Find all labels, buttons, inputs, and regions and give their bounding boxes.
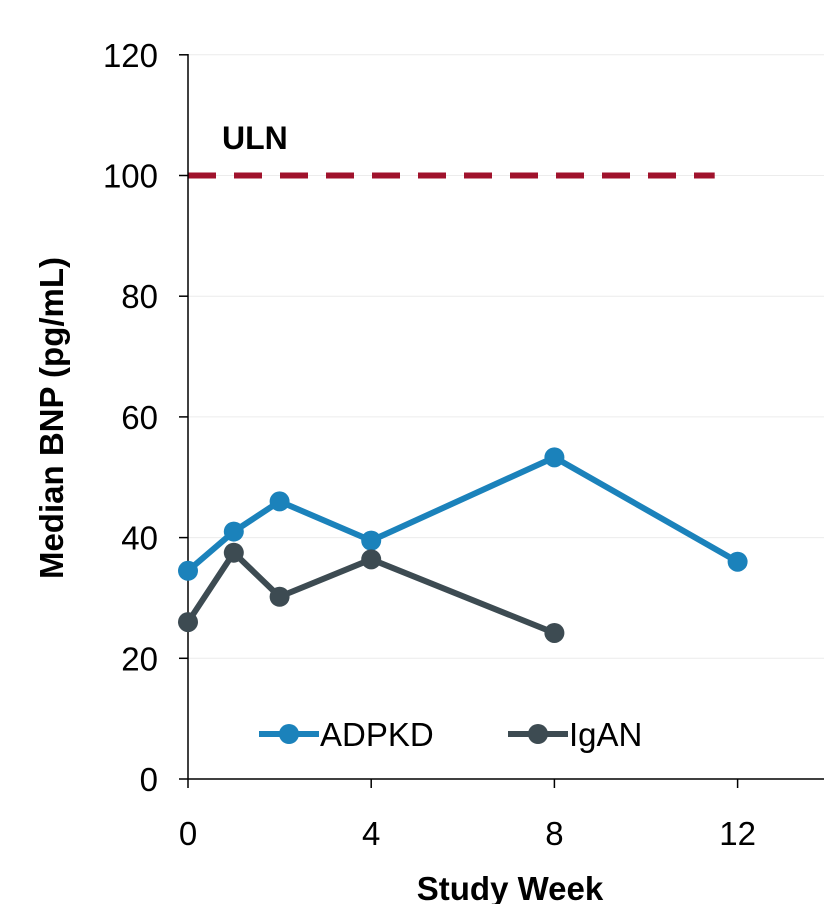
x-tick-label-8: 8 [545,815,563,852]
reference-line-label: ULN [222,120,288,156]
legend-label-adpkd: ADPKD [320,716,434,753]
series-line-adpkd [186,454,740,574]
y-tick-label-20: 20 [121,640,158,677]
y-tick-label-100: 100 [103,158,158,195]
data-point-adpkd-8 [544,447,565,468]
y-axis-title: Median BNP (pg/mL) [33,257,70,579]
reference-line-group: ULN [188,120,715,179]
y-tick-label-40: 40 [121,520,158,557]
legend-swatch-marker-adpkd [279,724,299,744]
data-point-igan-1 [223,542,244,563]
data-point-igan-8 [544,622,565,643]
data-point-adpkd-1 [223,521,244,542]
tick-marks-and-labels: 0 20 40 60 80 100 120 0 4 8 12 [103,37,756,852]
data-point-adpkd-2 [269,491,290,512]
series-lines [178,447,748,643]
legend: ADPKD IgAN [259,716,642,753]
x-tick-label-12: 12 [719,815,756,852]
data-point-adpkd-12 [727,551,748,572]
data-point-adpkd-4 [361,530,382,551]
x-tick-label-4: 4 [362,815,380,852]
y-tick-label-60: 60 [121,399,158,436]
legend-label-igan: IgAN [569,716,642,753]
data-point-igan-2 [269,586,290,607]
x-tick-label-0: 0 [179,815,197,852]
y-tick-label-0: 0 [140,761,158,798]
x-axis-title: Study Week [417,870,604,904]
data-point-adpkd-0 [178,560,198,581]
data-point-igan-4 [361,549,382,570]
legend-swatch-marker-igan [528,724,548,744]
y-tick-label-120: 120 [103,37,158,74]
data-point-igan-0 [178,612,198,633]
y-tick-label-80: 80 [121,278,158,315]
